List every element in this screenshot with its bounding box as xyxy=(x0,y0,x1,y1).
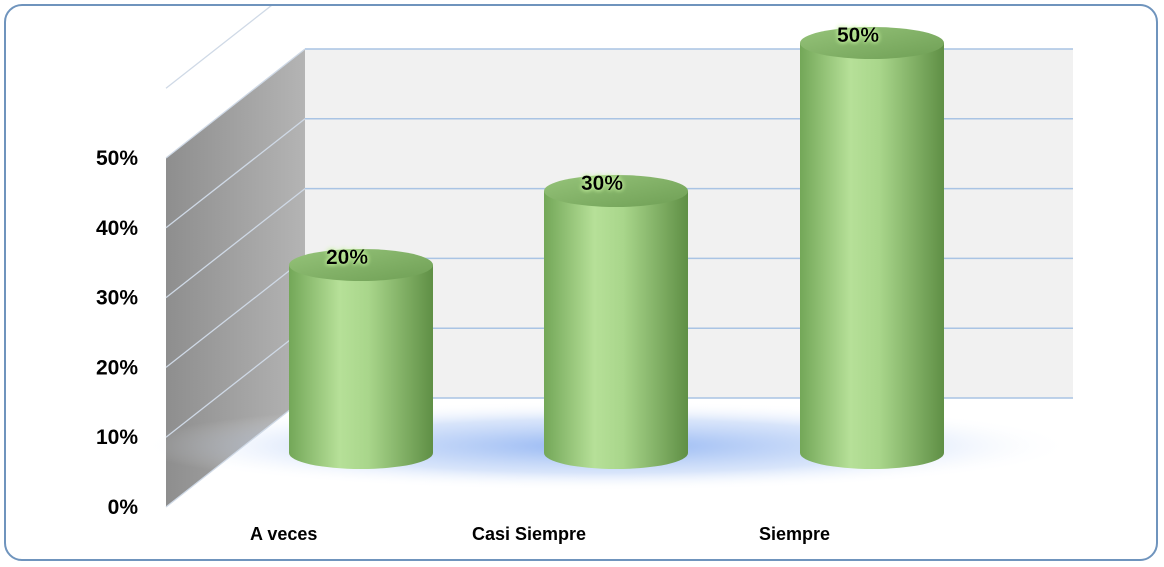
y-tick-label: 40% xyxy=(96,217,138,240)
y-tick-label: 10% xyxy=(96,426,138,449)
data-label: 50% xyxy=(837,24,879,47)
cylinder-bar xyxy=(289,249,433,469)
data-label: 30% xyxy=(581,172,623,195)
cylinder-top xyxy=(800,27,944,59)
x-category-label: A veces xyxy=(250,524,317,544)
cylinder-top xyxy=(289,249,433,281)
chart-frame: 0% 10% 20% 30% 40% 50% 20% 30% 50% A veces Casi … xyxy=(4,4,1158,561)
cylinder-body xyxy=(544,191,688,469)
gridline-side xyxy=(165,257,306,368)
x-axis-labels: A veces Casi Siempre Siempre xyxy=(250,524,830,544)
y-tick-label: 20% xyxy=(96,356,138,379)
gridline-side xyxy=(165,397,306,508)
gridline-side xyxy=(165,188,306,299)
side-wall xyxy=(166,49,305,507)
y-tick-label: 0% xyxy=(108,496,139,519)
gridline-side xyxy=(165,118,306,229)
cylinder-bar xyxy=(800,27,944,469)
y-tick-label: 30% xyxy=(96,287,138,310)
gridline-side xyxy=(165,327,306,438)
y-tick-label: 50% xyxy=(96,147,138,170)
bars: 20% 30% 50% xyxy=(289,24,944,469)
x-category-label: Siempre xyxy=(759,524,830,544)
cylinder-bar xyxy=(544,175,688,469)
cylinder-body xyxy=(800,43,944,469)
data-label: 20% xyxy=(326,246,368,269)
cylinder-top xyxy=(544,175,688,207)
gridline-side xyxy=(165,6,272,89)
cylinder-bar-chart: 0% 10% 20% 30% 40% 50% 20% 30% 50% A veces Casi … xyxy=(96,6,1076,544)
cylinder-body xyxy=(289,265,433,469)
y-axis-ticks: 0% 10% 20% 30% 40% 50% xyxy=(96,147,138,519)
gridline-side xyxy=(165,48,306,159)
x-category-label: Casi Siempre xyxy=(472,524,586,544)
